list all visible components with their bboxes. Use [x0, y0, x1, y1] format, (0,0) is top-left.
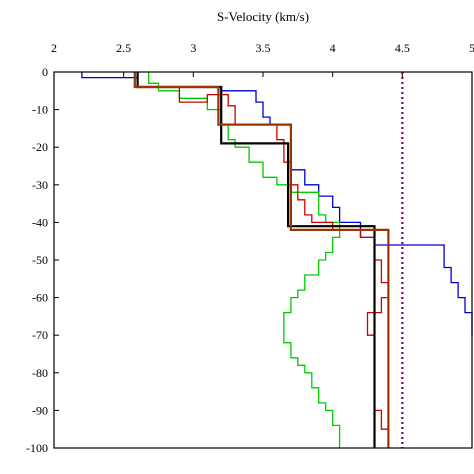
y-tick-label: -50	[32, 253, 48, 267]
y-tick-label: -10	[32, 103, 48, 117]
y-tick-label: -40	[32, 215, 48, 229]
y-tick-label: -30	[32, 178, 48, 192]
series-line	[81, 72, 473, 336]
x-tick-label: 3.5	[256, 41, 271, 55]
x-tick-label: 4.5	[395, 41, 410, 55]
series-line	[148, 72, 341, 448]
y-tick-label: -80	[32, 366, 48, 380]
y-tick-label: -100	[26, 441, 48, 455]
y-axis: 0 -10 -20 -30 -40 -50 -60 -70 -80 -90 -100	[26, 65, 59, 455]
x-tick-label: 5	[469, 41, 474, 55]
series-line	[136, 72, 376, 448]
series-line	[136, 72, 390, 448]
x-tick-label: 4	[330, 41, 336, 55]
y-tick-label: -20	[32, 140, 48, 154]
x-tick-label: 2.5	[116, 41, 131, 55]
y-tick-label: -70	[32, 328, 48, 342]
y-tick-label: -60	[32, 291, 48, 305]
x-tick-label: 2	[51, 41, 57, 55]
y-tick-label: -90	[32, 403, 48, 417]
x-tick-label: 3	[190, 41, 196, 55]
y-tick-label: 0	[42, 65, 48, 79]
plot-frame	[53, 71, 473, 449]
x-axis-title: S-Velocity (km/s)	[217, 9, 309, 24]
series-line	[133, 72, 390, 448]
series-layer	[81, 72, 473, 448]
